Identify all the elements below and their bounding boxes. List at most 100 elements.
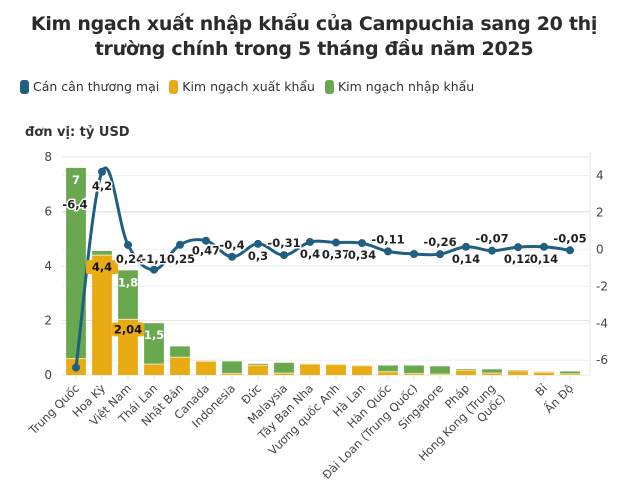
bar-export [274, 373, 294, 375]
bar-export [404, 373, 424, 375]
bar-export [534, 372, 554, 375]
bars [66, 167, 580, 375]
bar-import [92, 251, 112, 256]
bar-export [508, 370, 528, 375]
bar-label-bg [86, 260, 118, 275]
bar-export [300, 364, 320, 375]
balance-point [124, 240, 132, 249]
balance-point [150, 265, 158, 274]
bar-import [170, 346, 190, 358]
balance-label: 0,47 [192, 244, 220, 258]
chart-title: Kim ngạch xuất nhập khẩu của Campuchia s… [0, 12, 628, 62]
bar-import [404, 365, 424, 374]
balance-label: 0,4 [300, 247, 320, 261]
bar-label-import: 1,8 [118, 275, 138, 289]
bar-import [378, 365, 398, 372]
balance-point [566, 246, 574, 255]
legend-swatch-import [324, 79, 334, 94]
bar-import [144, 323, 164, 365]
bar-import [560, 371, 580, 374]
balance-point [514, 243, 522, 252]
legend-swatch-balance [20, 79, 29, 94]
bar-export [248, 365, 268, 375]
bar-export [456, 370, 476, 375]
bar-import [456, 369, 476, 371]
balance-label: -6,4 [62, 198, 87, 212]
legend-label-import: Kim ngạch nhập khẩu [337, 79, 475, 94]
y-left-tick-label: 6 [44, 205, 52, 219]
balance-label: -0,05 [553, 231, 586, 245]
bar-label-export: 4,4 [92, 260, 112, 274]
balance-label: 0,14 [452, 252, 480, 266]
y-right-tick-label: 4 [596, 168, 604, 182]
bar-export [222, 373, 242, 375]
y-left-tick-label: 4 [44, 259, 52, 273]
balance-label: 4,2 [92, 179, 112, 193]
balance-label: -0,07 [475, 232, 508, 246]
balance-label: -0,4 [219, 238, 244, 252]
legend-label-balance: Cán cân thương mại [33, 79, 160, 94]
bar-label-bg [112, 322, 144, 337]
bar-export [326, 364, 346, 375]
balance-point [202, 236, 210, 245]
balance-label: -1,1 [141, 252, 166, 266]
bar-export [170, 357, 190, 375]
chart-title-line-1: Kim ngạch xuất nhập khẩu của Campuchia s… [30, 13, 598, 35]
bar-export [196, 361, 216, 375]
x-tick-label: Ấn Độ [540, 380, 576, 416]
balance-point [176, 240, 184, 249]
y-right-tick-label: -4 [596, 316, 608, 330]
bar-label-import: 1,5 [144, 328, 164, 342]
bar-import [430, 366, 450, 375]
balance-point [540, 242, 548, 251]
bar-import [482, 369, 502, 374]
bar-export [560, 373, 580, 375]
bar-export [144, 364, 164, 375]
balance-point [488, 246, 496, 255]
chart-title-line-2: trường chính trong 5 tháng đầu năm 2025 [94, 38, 534, 60]
y-right-tick-label: 0 [596, 242, 604, 256]
balance-label: -0,26 [423, 235, 456, 249]
balance-label: 0,34 [348, 248, 376, 262]
bar-export [92, 255, 112, 375]
y-left-tick-label: 8 [44, 150, 52, 164]
bar-export [482, 373, 502, 375]
legend-item-import[interactable]: Kim ngạch nhập khẩu [324, 79, 475, 94]
legend-item-balance[interactable]: Cán cân thương mại [20, 79, 159, 94]
balance-point [72, 363, 80, 372]
balance-label: 0,12 [504, 252, 532, 266]
legend-item-export[interactable]: Kim ngạch xuất khẩu [169, 79, 315, 94]
legend-label-export: Kim ngạch xuất khẩu [182, 79, 315, 94]
balance-point [462, 242, 470, 251]
unit-label: đơn vị: tỷ USD [25, 125, 130, 140]
y-right-tick-label: -2 [596, 279, 608, 293]
balance-label: 0,24 [116, 252, 144, 266]
bar-import [222, 361, 242, 374]
bar-export [378, 371, 398, 375]
y-right-tick-label: -6 [596, 353, 608, 367]
balance-point [228, 252, 236, 261]
x-tick-label: Bỉ [532, 381, 550, 399]
balance-point [280, 251, 288, 260]
bar-import [66, 167, 86, 359]
balance-point [358, 239, 366, 248]
balance-label: 0,3 [248, 249, 268, 263]
y-right-tick-label: 2 [596, 205, 604, 219]
y-left-tick-label: 2 [44, 314, 52, 328]
balance-point [306, 237, 314, 246]
balance-point [254, 239, 262, 248]
legend: Cán cân thương mại Kim ngạch xuất khẩu K… [20, 79, 474, 94]
balance-label: 0,25 [167, 252, 195, 266]
bar-import [274, 362, 294, 374]
bar-import [248, 363, 268, 366]
balance-label: -0,31 [267, 236, 300, 250]
balance-label: 0,14 [530, 252, 558, 266]
balance-point [410, 249, 418, 258]
balance-point [332, 238, 340, 247]
balance-label: 0,37 [322, 248, 350, 262]
y-left-tick-label: 0 [44, 368, 52, 382]
balance-line [72, 166, 574, 372]
